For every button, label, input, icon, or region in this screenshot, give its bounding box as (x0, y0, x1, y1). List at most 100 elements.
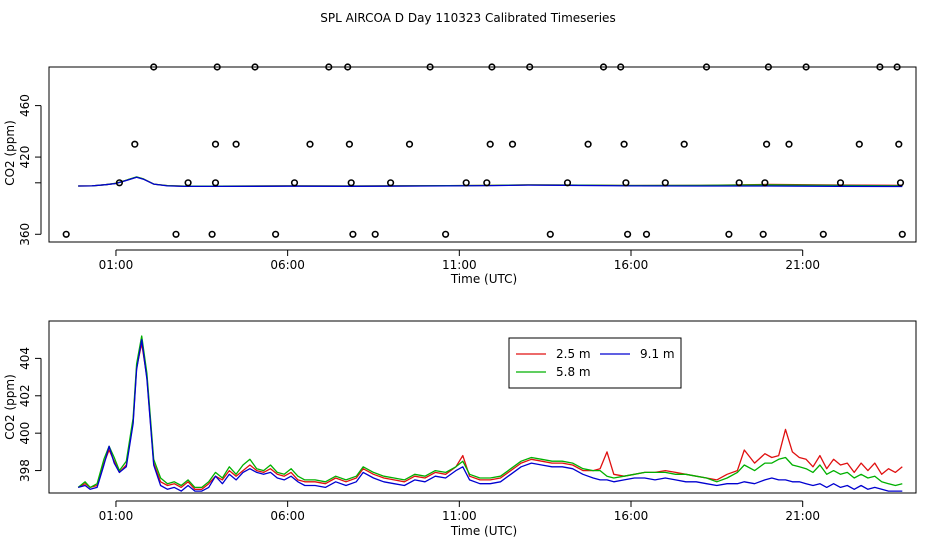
series-group-bottom (77, 335, 903, 492)
calibration-point (306, 140, 314, 148)
calibration-point (62, 230, 70, 238)
calibration-point (232, 140, 240, 148)
calibration-point (349, 230, 357, 238)
calibration-point (725, 230, 733, 238)
calibration-point (620, 140, 628, 148)
calibration-point (325, 63, 333, 71)
calibration-point (115, 179, 123, 187)
y-tick-label: 360 (18, 223, 32, 246)
calibration-point (508, 140, 517, 148)
x-tick-label: 11:00 (442, 509, 477, 523)
calibration-point (617, 63, 625, 71)
y-axis-top: 360 420 460 (18, 94, 42, 246)
calibration-point (387, 179, 395, 187)
calibration-point (895, 140, 903, 148)
legend-box (508, 337, 682, 389)
x-axis-top: 01:00 06:00 11:00 16:00 21:00 (99, 249, 820, 272)
x-tick-label: 06:00 (270, 509, 305, 523)
x-tick-label: 11:00 (442, 258, 477, 272)
calibration-point (898, 230, 906, 238)
calibration-point (642, 230, 651, 238)
calibration-point (563, 179, 572, 187)
legend-label-5-8m: 5.8 m (556, 365, 591, 379)
calibration-point (702, 63, 711, 71)
calibration-point (290, 179, 299, 187)
series-line-9-1m-bottom (78, 339, 903, 492)
y-tick-label: 420 (18, 146, 32, 169)
x-tick-label: 06:00 (270, 258, 305, 272)
calibration-point (622, 179, 630, 187)
y-tick-label: 400 (18, 422, 32, 445)
calibration-point (584, 140, 592, 148)
calibration-point (735, 179, 743, 187)
calibration-point (347, 179, 355, 187)
x-tick-label: 01:00 (99, 258, 134, 272)
x-tick-label: 21:00 (785, 258, 820, 272)
calibration-points-group (62, 63, 906, 238)
calibration-point (345, 140, 354, 148)
calibration-point (836, 179, 845, 187)
legend: 2.5 m 5.8 m 9.1 m (508, 337, 682, 389)
calibration-point (599, 63, 608, 71)
plot-frame-top (48, 66, 917, 243)
x-axis-label-top: Time (UTC) (450, 272, 517, 286)
calibration-point (762, 140, 771, 148)
x-tick-label: 01:00 (99, 509, 134, 523)
legend-label-9-1m: 9.1 m (640, 347, 675, 361)
calibration-point (855, 140, 863, 148)
calibrated-timeseries-panel-top: 01:00 06:00 11:00 16:00 21:00 360 420 460 Time… (3, 63, 917, 286)
plot-frame-bottom (48, 320, 917, 494)
series-line-5-8m-top (78, 176, 903, 187)
calibration-point (893, 63, 901, 71)
calibration-point (876, 63, 884, 71)
y-tick-label: 460 (18, 94, 32, 117)
calibration-point (184, 179, 192, 187)
y-axis-bottom: 398 400 402 404 (18, 347, 42, 482)
series-group-top (78, 176, 903, 188)
calibration-point (483, 179, 491, 187)
x-axis-bottom: 01:00 06:00 11:00 16:00 21:00 (99, 500, 820, 523)
calibration-point (896, 179, 905, 187)
calibration-point (371, 230, 379, 238)
calibration-point (680, 140, 688, 148)
calibration-point (405, 140, 414, 148)
calibration-point (759, 230, 767, 238)
calibration-point (761, 179, 769, 187)
y-tick-label: 398 (18, 459, 32, 482)
calibration-point (462, 179, 470, 187)
calibrated-timeseries-panel-bottom: 01:00 06:00 11:00 16:00 21:00 398 400 402 404 T… (3, 320, 917, 538)
calibration-point (802, 63, 810, 71)
series-line-2-5m-bottom (77, 342, 903, 490)
calibration-point (442, 230, 450, 238)
calibration-point (546, 230, 554, 238)
calibration-point (785, 140, 793, 148)
y-tick-label: 404 (18, 347, 32, 370)
y-tick-label: 402 (18, 384, 32, 407)
calibration-point (426, 63, 434, 71)
calibration-point (213, 63, 221, 71)
calibration-point (623, 230, 632, 238)
figure-title: SPL AIRCOA D Day 110323 Calibrated Times… (320, 11, 615, 25)
series-line-5-8m-bottom (77, 335, 903, 489)
calibration-point (150, 63, 158, 71)
calibration-point (131, 140, 139, 148)
calibration-point (526, 63, 534, 71)
calibration-point (172, 230, 180, 238)
y-axis-label-bottom: CO2 (ppm) (3, 374, 17, 440)
calibration-point (764, 63, 773, 71)
calibration-point (251, 63, 259, 71)
calibration-point (211, 140, 220, 148)
calibration-point (486, 140, 494, 148)
x-axis-label-bottom: Time (UTC) (450, 524, 517, 538)
calibration-point (208, 230, 216, 238)
x-tick-label: 16:00 (614, 258, 649, 272)
x-tick-label: 21:00 (785, 509, 820, 523)
calibration-point (272, 230, 280, 238)
calibration-point (661, 179, 669, 187)
calibration-point (344, 63, 352, 71)
legend-label-2-5m: 2.5 m (556, 347, 591, 361)
x-tick-label: 16:00 (614, 509, 649, 523)
calibration-point (211, 179, 220, 187)
y-axis-label-top: CO2 (ppm) (3, 120, 17, 186)
